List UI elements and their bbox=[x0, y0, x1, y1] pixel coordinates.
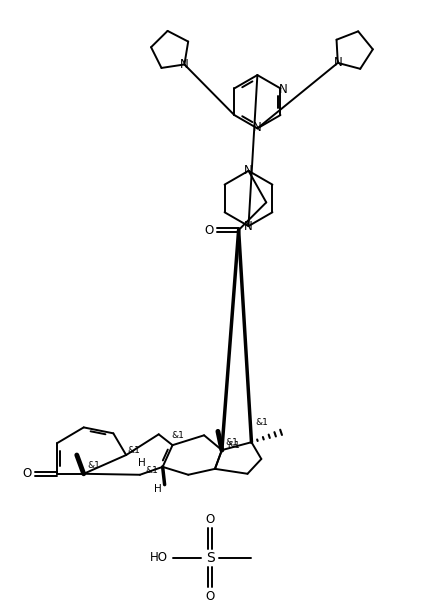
Text: &1: &1 bbox=[255, 418, 268, 427]
Text: &1: &1 bbox=[87, 461, 100, 470]
Text: &1: &1 bbox=[128, 446, 140, 455]
Text: O: O bbox=[23, 467, 32, 480]
Text: &1: &1 bbox=[171, 431, 184, 440]
Text: &1: &1 bbox=[146, 466, 158, 475]
Text: O: O bbox=[204, 223, 214, 237]
Text: S: S bbox=[206, 551, 214, 565]
Text: N: N bbox=[333, 56, 342, 69]
Text: N: N bbox=[253, 121, 262, 134]
Text: O: O bbox=[206, 513, 214, 526]
Text: H: H bbox=[138, 458, 146, 468]
Text: N: N bbox=[244, 164, 253, 177]
Text: N: N bbox=[180, 58, 189, 71]
Text: &1: &1 bbox=[225, 438, 238, 447]
Text: HO: HO bbox=[150, 551, 168, 564]
Text: H: H bbox=[154, 484, 162, 493]
Text: N: N bbox=[279, 83, 288, 96]
Text: &1: &1 bbox=[227, 441, 240, 450]
Text: N: N bbox=[244, 220, 253, 232]
Text: O: O bbox=[206, 589, 214, 603]
